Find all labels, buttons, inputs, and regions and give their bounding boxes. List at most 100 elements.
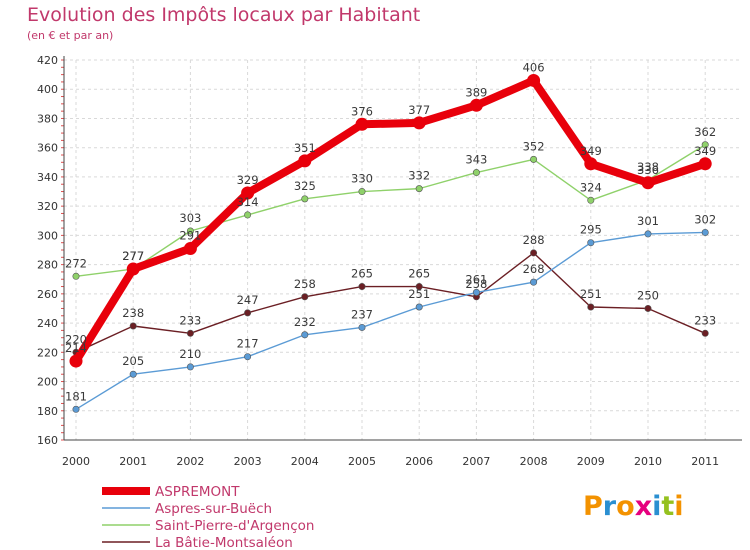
data-point-0 [412, 116, 426, 130]
axis-layer: 160 180 200 220 240 260 280 300 320 340 360 380 400 4… [37, 54, 742, 468]
data-label-3: 233 [179, 313, 201, 327]
data-label-0: 214 [65, 341, 87, 355]
data-label-0: 349 [580, 144, 602, 158]
x-tick-label: 2005 [348, 455, 376, 468]
data-point-2 [701, 141, 709, 149]
data-point-0 [469, 98, 483, 112]
data-point-0 [298, 154, 312, 168]
data-label-1: 181 [65, 389, 87, 403]
x-tick-label: 2008 [520, 455, 548, 468]
logo-letter: x [635, 491, 652, 522]
data-label-2: 325 [294, 179, 316, 193]
data-label-3: 288 [523, 233, 545, 247]
data-point-0 [355, 117, 369, 131]
data-label-0: 336 [637, 163, 659, 177]
x-tick-label: 2004 [291, 455, 319, 468]
legend-label-0: ASPREMONT [155, 484, 240, 500]
data-point-1 [186, 363, 194, 371]
x-tick-label: 2002 [176, 455, 204, 468]
data-point-1 [587, 239, 595, 247]
data-label-2: 277 [122, 249, 144, 263]
data-point-0 [698, 157, 712, 171]
logo-letter: i [652, 491, 661, 522]
y-tick-label: 360 [37, 142, 58, 155]
logo-letter: i [674, 491, 683, 522]
data-label-1: 295 [580, 223, 602, 237]
data-label-0: 351 [294, 141, 316, 155]
legend-label-3: La Bâtie-Montsaléon [155, 535, 293, 550]
data-point-2 [587, 196, 595, 204]
data-label-1: 268 [523, 262, 545, 276]
data-label-1: 210 [179, 347, 201, 361]
data-point-1 [701, 228, 709, 236]
logo-letter: t [661, 491, 674, 522]
data-label-1: 261 [465, 272, 487, 286]
legend-label-2: Saint-Pierre-d'Argençon [155, 518, 314, 534]
data-point-0 [527, 73, 541, 87]
data-point-0 [69, 354, 83, 368]
data-label-0: 329 [237, 173, 259, 187]
data-label-2: 362 [694, 125, 716, 139]
data-point-1 [358, 323, 366, 331]
data-point-0 [584, 157, 598, 171]
data-point-1 [72, 405, 80, 413]
data-label-2: 324 [580, 180, 602, 194]
series-line-1 [75, 231, 706, 411]
data-point-2 [358, 188, 366, 196]
y-tick-label: 260 [37, 288, 58, 301]
logo-letter: r [603, 491, 617, 522]
proxiti-logo: Proxiti [583, 491, 684, 522]
legend-label-1: Aspres-sur-Buëch [155, 501, 272, 517]
data-label-3: 258 [465, 277, 487, 291]
y-tick-label: 420 [37, 54, 58, 67]
y-tick-label: 180 [37, 405, 58, 418]
data-label-2: 272 [65, 256, 87, 270]
data-point-2 [301, 195, 309, 203]
data-label-2: 330 [351, 172, 373, 186]
y-tick-label: 240 [37, 317, 58, 330]
series-line-0 [72, 76, 710, 366]
data-label-0: 291 [179, 229, 201, 243]
data-point-2 [415, 185, 423, 193]
data-label-1: 301 [637, 214, 659, 228]
data-label-3: 220 [65, 332, 87, 346]
data-point-1 [644, 230, 652, 238]
data-point-3 [186, 329, 194, 337]
data-label-3: 233 [694, 313, 716, 327]
data-point-3 [244, 309, 252, 317]
data-point-3 [701, 329, 709, 337]
data-point-1 [301, 331, 309, 339]
x-tick-label: 2011 [691, 455, 719, 468]
data-label-3: 258 [294, 277, 316, 291]
y-tick-label: 320 [37, 200, 58, 213]
x-tick-label: 2001 [119, 455, 147, 468]
data-point-3 [644, 304, 652, 312]
x-tick-label: 2007 [462, 455, 490, 468]
series-layer [69, 73, 712, 413]
data-point-1 [530, 278, 538, 286]
chart-subtitle: (en € et par an) [27, 29, 114, 42]
data-label-0: 376 [351, 104, 373, 118]
y-tick-label: 220 [37, 346, 58, 359]
series-line-3 [75, 252, 706, 354]
x-tick-label: 2000 [62, 455, 90, 468]
data-label-1: 217 [237, 337, 259, 351]
label-layer: 214 277 291 329 351 376 377 389 406 349 336 349 181 2… [65, 60, 716, 403]
data-point-2 [472, 169, 480, 177]
data-point-1 [244, 353, 252, 361]
data-point-0 [183, 242, 197, 256]
x-tick-label: 2010 [634, 455, 662, 468]
y-tick-label: 280 [37, 259, 58, 272]
legend-layer: ASPREMONTAspres-sur-BuëchSaint-Pierre-d'… [102, 484, 314, 550]
y-tick-label: 160 [37, 434, 58, 447]
data-label-1: 232 [294, 315, 316, 329]
y-tick-label: 400 [37, 83, 58, 96]
data-label-2: 314 [237, 195, 259, 209]
data-point-0 [241, 186, 255, 200]
data-label-0: 349 [694, 144, 716, 158]
data-point-3 [358, 283, 366, 291]
data-point-2 [72, 272, 80, 280]
data-point-1 [415, 303, 423, 311]
data-point-3 [530, 249, 538, 257]
